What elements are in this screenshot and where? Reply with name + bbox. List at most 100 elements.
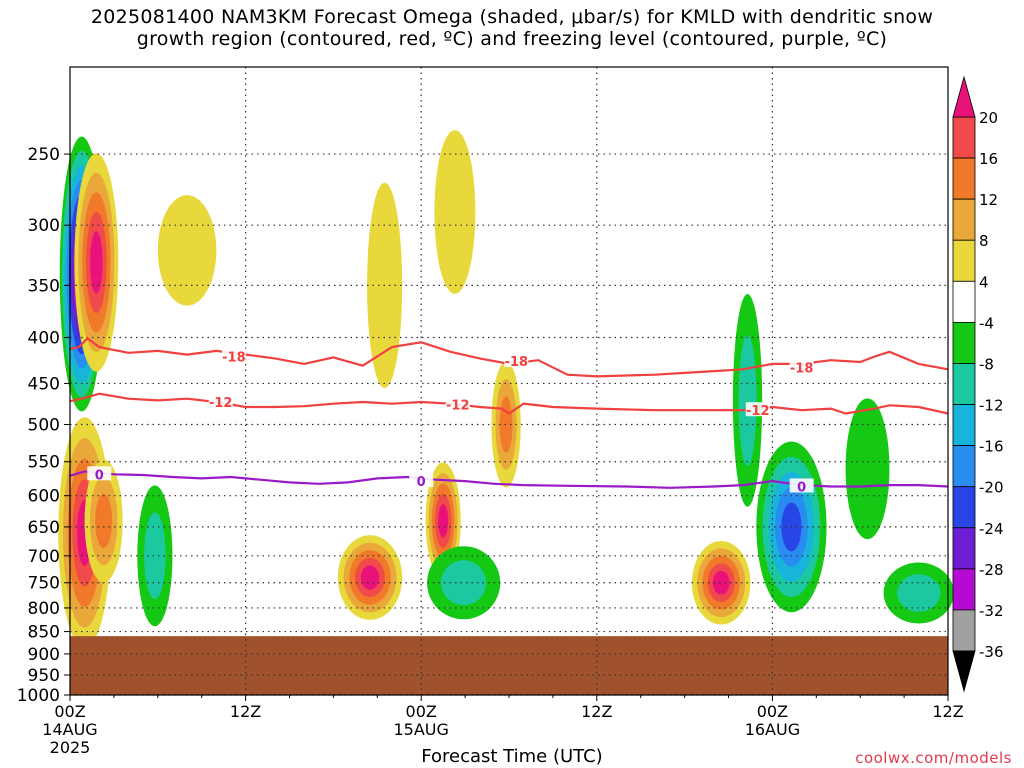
y-tick-label: 400 — [28, 328, 60, 348]
colorbar-label: -12 — [979, 397, 1004, 415]
y-tick-label: 650 — [28, 518, 60, 538]
y-tick-label: 700 — [28, 547, 60, 567]
omega-cell-12 — [441, 560, 487, 606]
colorbar-label: 16 — [979, 150, 998, 168]
y-tick-label: 1000 — [17, 686, 60, 706]
y-tick-label: 600 — [28, 487, 60, 507]
y-tick-label: 300 — [28, 216, 60, 236]
colorbar-bin — [952, 280, 976, 323]
colorbar-bin — [952, 198, 976, 241]
omega-cell-3 — [95, 493, 113, 549]
contour-label: -12 — [209, 396, 233, 411]
x-tick-year: 2025 — [50, 738, 91, 757]
colorbar-label: -4 — [979, 314, 994, 332]
omega-cell-8 — [360, 565, 380, 590]
y-tick-label: 750 — [28, 574, 60, 594]
x-tick-label: 12Z — [581, 702, 612, 721]
contour-line--12 — [69, 392, 949, 415]
y-tick-label: 350 — [28, 276, 60, 296]
contour-label: 0 — [417, 475, 426, 490]
colorbar-label: -16 — [979, 438, 1004, 456]
contour-label-bg — [208, 394, 233, 409]
x-tick-date: 14AUG — [42, 720, 97, 739]
omega-cell-10 — [438, 504, 449, 538]
y-tick-label: 500 — [28, 416, 60, 436]
y-tick-label: 900 — [28, 645, 60, 665]
colorbar-bin — [952, 239, 976, 282]
contour-label: -18 — [222, 351, 246, 366]
contour-label-bg — [409, 473, 434, 488]
y-tick-label: 450 — [28, 374, 60, 394]
colorbar-label: -24 — [979, 520, 1004, 538]
contour-label-bg — [789, 478, 814, 493]
omega-cell-5 — [157, 195, 217, 306]
colorbar-bin — [952, 568, 976, 611]
x-tick-label: 00Z — [54, 702, 85, 721]
omega-cell-17 — [738, 334, 757, 466]
chart-title-line-1: 2025081400 NAM3KM Forecast Omega (shaded… — [90, 6, 934, 28]
y-tick-label: 850 — [28, 623, 60, 643]
colorbar-label: -8 — [979, 355, 994, 373]
colorbar-label: -28 — [979, 561, 1004, 579]
colorbar-bin — [952, 321, 976, 364]
credit-link[interactable]: coolwx.com/models — [855, 749, 1012, 767]
contours: -18 -18 -18 -12 -12 -12 0 0 0 — [69, 336, 949, 495]
colorbar-bin — [952, 363, 976, 405]
contour-label-bg — [445, 396, 470, 411]
contour-label-bg — [221, 348, 246, 363]
y-tick-label: 550 — [28, 453, 60, 473]
colorbar-label: 4 — [979, 273, 989, 291]
y-tick-label: 250 — [28, 145, 60, 165]
surface-ground — [70, 636, 948, 695]
contour-label-bg — [504, 353, 529, 368]
omega-cell-1 — [90, 231, 103, 294]
omega-cell-19 — [845, 398, 890, 540]
x-tick-label: 00Z — [757, 702, 788, 721]
contour-label-bg — [789, 359, 814, 374]
colorbar-label: -20 — [979, 479, 1004, 497]
omega-cell-16 — [712, 570, 730, 595]
contour-label: 0 — [95, 468, 104, 483]
y-tick-label: 950 — [28, 666, 60, 686]
colorbar-bin — [952, 609, 976, 652]
colorbar-label: -36 — [979, 643, 1004, 661]
colorbar-bin — [952, 527, 976, 570]
x-tick-date: 16AUG — [745, 720, 800, 739]
colorbar: 20 16 12 8 4 -4 -8 -12 -16 -20 -24 -28 -32 -36 — [952, 75, 1004, 693]
x-tick-label: 12Z — [932, 702, 963, 721]
grid — [70, 67, 948, 696]
x-tick-label: 12Z — [230, 702, 261, 721]
surface-fill — [70, 636, 948, 695]
colorbar-bottom-arrow — [952, 650, 976, 693]
contour-label: -12 — [746, 404, 770, 419]
omega-cell-4 — [144, 512, 166, 600]
contour-label: -18 — [790, 361, 814, 376]
contour-label-bg — [87, 466, 112, 481]
x-axis-title: Forecast Time (UTC) — [421, 746, 603, 767]
colorbar-label: -32 — [979, 602, 1004, 620]
colorbar-top-arrow — [952, 75, 976, 118]
omega-cell-20 — [897, 574, 941, 612]
omega-shading — [58, 130, 954, 649]
contour-line--18 — [69, 336, 949, 378]
colorbar-label: 12 — [979, 191, 998, 209]
x-tick-label: 00Z — [406, 702, 437, 721]
chart-title-line-2: growth region (contoured, red, ºC) and f… — [136, 28, 888, 50]
contour-label: -12 — [446, 399, 470, 414]
colorbar-bin — [952, 486, 976, 529]
colorbar-bin — [952, 116, 976, 159]
colorbar-label: 20 — [979, 109, 998, 127]
colorbar-bin — [952, 157, 976, 200]
x-tick-date: 15AUG — [393, 720, 448, 739]
colorbar-label: 8 — [979, 232, 989, 250]
omega-cell-11 — [434, 130, 476, 294]
colorbar-bin — [952, 404, 976, 447]
contour-label: 0 — [797, 480, 806, 495]
contour-label-bg — [745, 402, 770, 417]
contour-label: -18 — [505, 355, 529, 370]
colorbar-bin — [952, 445, 976, 488]
y-tick-label: 800 — [28, 599, 60, 619]
y-axis: 2503003504004505005506006507007508008509… — [17, 145, 70, 706]
